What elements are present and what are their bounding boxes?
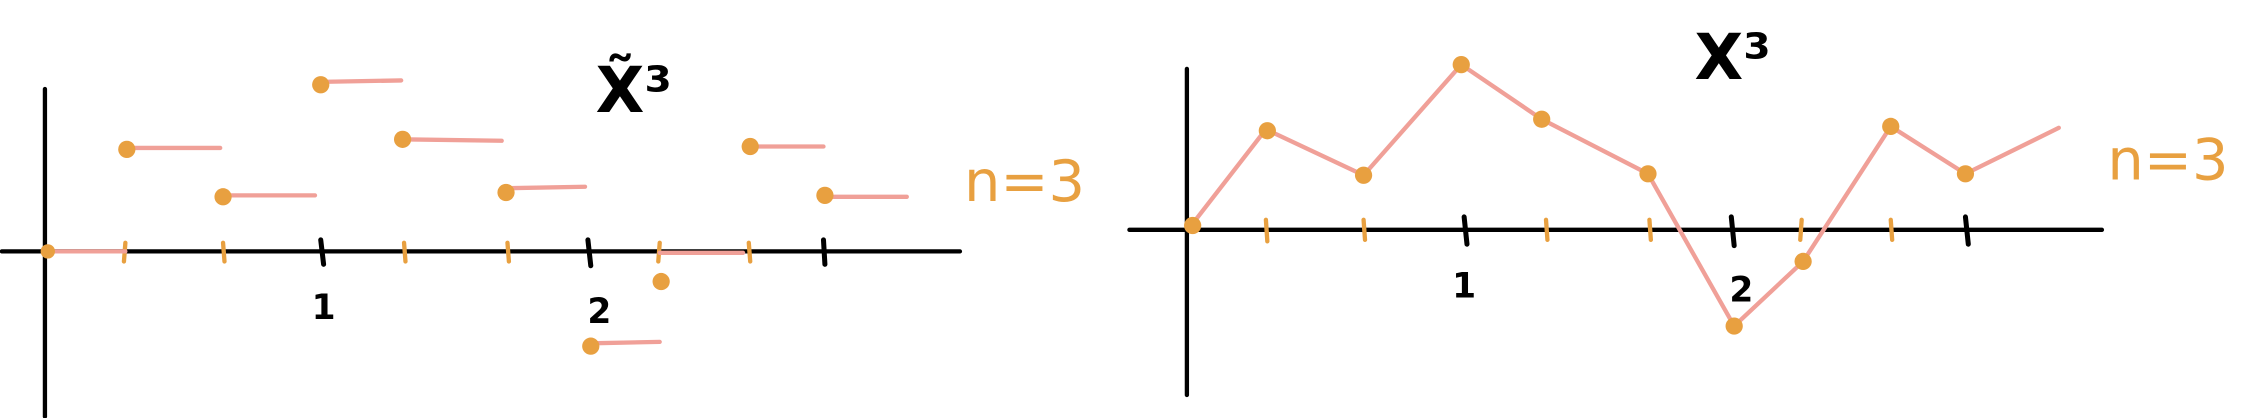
point <box>741 137 759 156</box>
point <box>312 76 330 94</box>
path-segment <box>588 339 662 346</box>
n-label: n=3 <box>2107 127 2228 194</box>
tick-label: 1 <box>1452 266 1476 306</box>
point <box>1956 165 1975 183</box>
point <box>652 272 670 291</box>
tick-label: 2 <box>1729 271 1753 311</box>
point <box>1452 56 1470 74</box>
right-plot: 1 2 X³ n=3 <box>1127 20 2229 398</box>
tick <box>1543 217 1550 243</box>
point <box>1725 317 1743 335</box>
plot-title: X³ <box>1695 20 1771 94</box>
tick <box>1728 214 1737 249</box>
point <box>1794 252 1812 271</box>
tick <box>1888 217 1895 243</box>
point <box>40 244 55 259</box>
plot-title: X̃³ <box>596 53 672 128</box>
tick <box>1361 217 1368 243</box>
path-segment <box>318 78 404 85</box>
point <box>393 130 412 148</box>
tick <box>220 240 227 264</box>
point <box>1258 122 1276 140</box>
point <box>497 183 515 202</box>
tick-label: 2 <box>587 292 611 332</box>
tick <box>1962 214 1971 247</box>
tick <box>1798 217 1804 243</box>
point <box>582 337 600 355</box>
point <box>1184 216 1202 235</box>
tick-label: 1 <box>312 288 336 328</box>
interpolated-path <box>1184 56 2061 335</box>
point <box>1533 110 1551 128</box>
tick <box>1647 217 1654 243</box>
path-segment <box>505 184 588 191</box>
point <box>1639 165 1657 183</box>
tick <box>746 240 753 264</box>
tick <box>318 237 327 267</box>
tick <box>505 240 512 264</box>
point <box>214 188 232 206</box>
tick <box>585 237 594 269</box>
point <box>1882 117 1900 136</box>
left-plot: 1 2 X̃³ n=3 <box>0 53 1085 418</box>
n-label: n=3 <box>964 148 1085 215</box>
tick <box>401 240 408 264</box>
point <box>118 140 136 159</box>
path-segment <box>1189 61 2061 330</box>
path-segment <box>399 137 504 143</box>
point <box>1354 166 1373 184</box>
tick <box>1461 214 1470 247</box>
tick <box>1263 217 1270 244</box>
ticks <box>1263 214 1971 249</box>
step-path <box>40 76 909 355</box>
tick <box>820 237 828 267</box>
point <box>816 186 834 204</box>
